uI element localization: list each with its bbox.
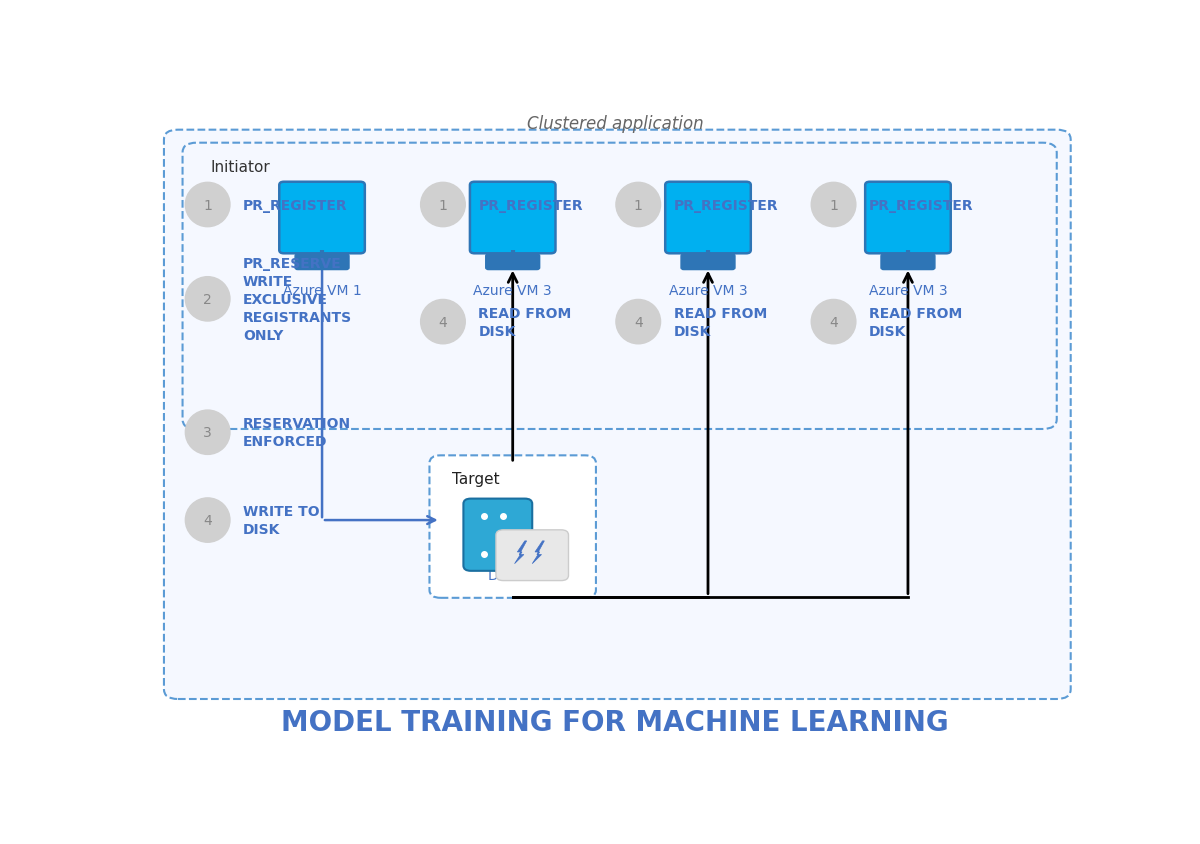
Text: 2: 2	[203, 293, 212, 306]
Text: Clustered application: Clustered application	[527, 115, 703, 133]
Text: 4: 4	[438, 316, 448, 329]
Polygon shape	[533, 541, 545, 564]
Text: Data Disk: Data Disk	[488, 569, 556, 582]
FancyBboxPatch shape	[470, 182, 556, 254]
Text: Azure VM 3: Azure VM 3	[473, 284, 552, 297]
FancyBboxPatch shape	[295, 255, 349, 270]
Text: PR_REGISTER: PR_REGISTER	[673, 198, 779, 212]
Ellipse shape	[616, 300, 660, 344]
Text: READ FROM
DISK: READ FROM DISK	[673, 306, 767, 338]
Ellipse shape	[811, 300, 856, 344]
Text: Target: Target	[451, 472, 499, 486]
Text: MODEL TRAINING FOR MACHINE LEARNING: MODEL TRAINING FOR MACHINE LEARNING	[281, 708, 949, 736]
Ellipse shape	[185, 278, 230, 322]
Text: Initiator: Initiator	[210, 160, 270, 175]
FancyBboxPatch shape	[430, 456, 596, 598]
Text: Azure VM 3: Azure VM 3	[869, 284, 947, 297]
Text: 4: 4	[829, 316, 838, 329]
Text: 4: 4	[634, 316, 643, 329]
Polygon shape	[515, 541, 527, 564]
Ellipse shape	[421, 300, 466, 344]
Ellipse shape	[811, 183, 856, 227]
FancyBboxPatch shape	[486, 255, 540, 270]
Text: PR_REGISTER: PR_REGISTER	[479, 198, 583, 212]
Text: 1: 1	[634, 198, 643, 212]
Ellipse shape	[421, 183, 466, 227]
Text: 1: 1	[438, 198, 448, 212]
FancyBboxPatch shape	[682, 255, 734, 270]
Ellipse shape	[185, 183, 230, 227]
Text: READ FROM
DISK: READ FROM DISK	[479, 306, 571, 338]
Text: 3: 3	[203, 425, 212, 440]
Text: READ FROM
DISK: READ FROM DISK	[869, 306, 962, 338]
FancyBboxPatch shape	[164, 131, 1070, 699]
FancyBboxPatch shape	[665, 182, 751, 254]
Ellipse shape	[185, 498, 230, 543]
Text: 4: 4	[203, 513, 212, 528]
Text: 1: 1	[203, 198, 212, 212]
Text: Azure VM 3: Azure VM 3	[668, 284, 748, 297]
FancyBboxPatch shape	[463, 499, 533, 571]
Ellipse shape	[616, 183, 660, 227]
FancyBboxPatch shape	[280, 182, 365, 254]
Text: PR_REGISTER: PR_REGISTER	[869, 198, 973, 212]
Text: PR_REGISTER: PR_REGISTER	[242, 198, 348, 212]
Text: PR_RESERVE
WRITE
EXCLUSIVE
REGISTRANTS
ONLY: PR_RESERVE WRITE EXCLUSIVE REGISTRANTS O…	[242, 257, 352, 342]
Text: WRITE TO
DISK: WRITE TO DISK	[242, 505, 319, 536]
FancyBboxPatch shape	[881, 255, 935, 270]
FancyBboxPatch shape	[182, 143, 1057, 430]
FancyBboxPatch shape	[865, 182, 950, 254]
FancyBboxPatch shape	[496, 530, 569, 581]
Text: Azure VM 1: Azure VM 1	[283, 284, 361, 297]
Ellipse shape	[185, 410, 230, 455]
Text: RESERVATION
ENFORCED: RESERVATION ENFORCED	[242, 417, 352, 449]
Text: 1: 1	[829, 198, 838, 212]
